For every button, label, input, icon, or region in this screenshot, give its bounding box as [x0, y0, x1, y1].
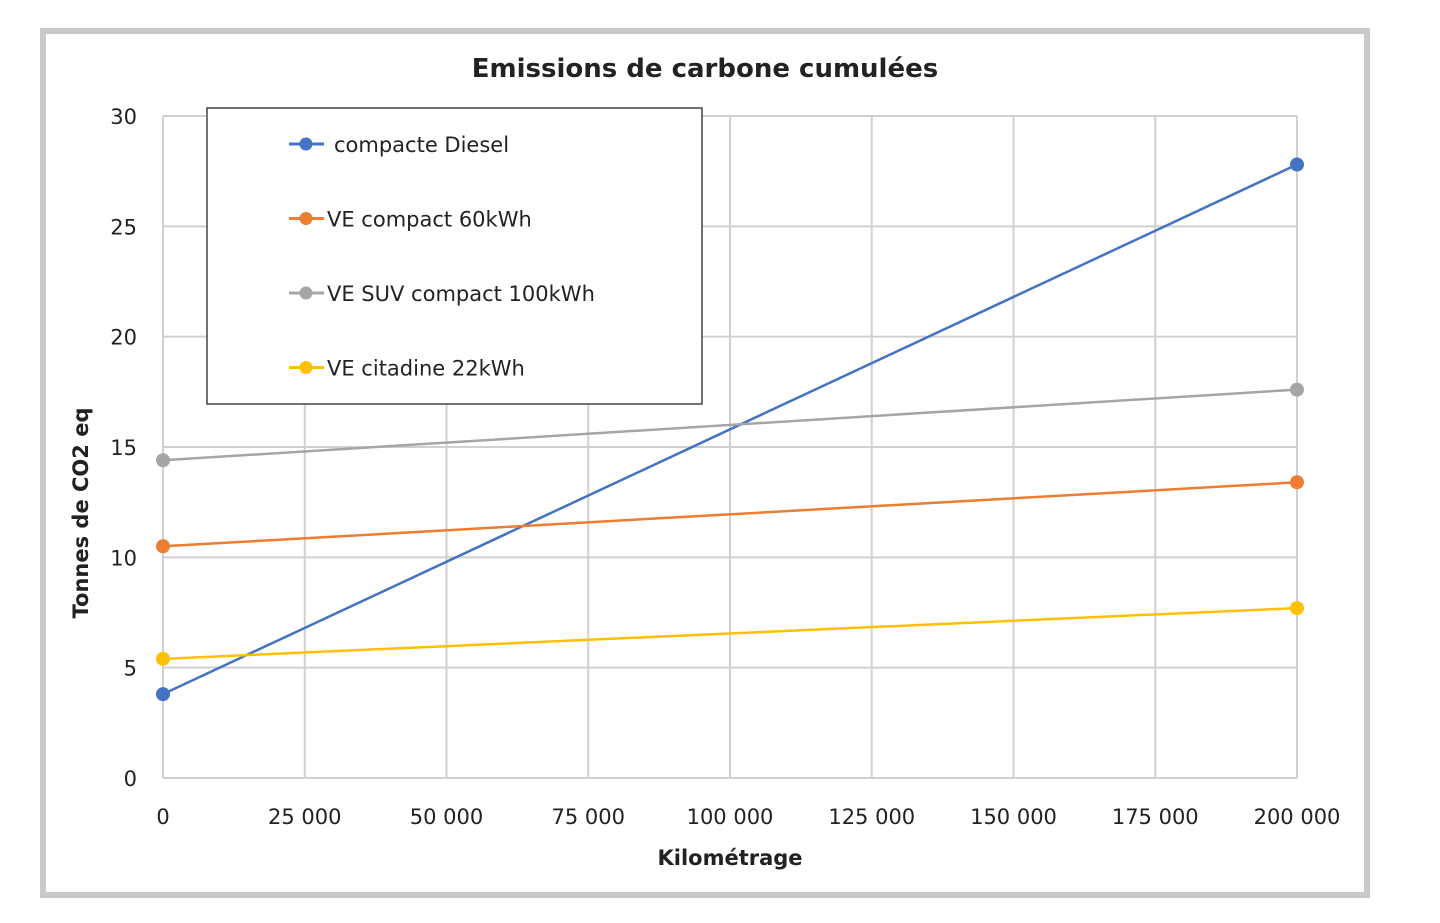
- x-tick-label: 25 000: [268, 805, 341, 829]
- legend-item: compacte Diesel: [289, 133, 509, 157]
- x-tick-label: 175 000: [1112, 805, 1199, 829]
- series-line: [162, 388, 1298, 462]
- y-axis-label: Tonnes de CO2 eq: [69, 408, 93, 619]
- x-tick-label: 150 000: [970, 805, 1057, 829]
- legend-label: VE compact 60kWh: [327, 208, 532, 232]
- y-tick-label: 10: [110, 546, 137, 570]
- y-tick-label: 0: [124, 767, 137, 791]
- series-line: [162, 606, 1298, 661]
- data-point: [156, 651, 170, 666]
- series-line: [162, 481, 1298, 548]
- y-tick-label: 15: [110, 436, 137, 460]
- y-tick-label: 25: [110, 215, 137, 239]
- legend-item: VE citadine 22kWh: [289, 357, 525, 381]
- series-1: [156, 475, 1304, 554]
- legend-label: VE SUV compact 100kWh: [327, 282, 595, 306]
- y-tick-label: 30: [110, 105, 137, 129]
- x-tick-label: 125 000: [828, 805, 915, 829]
- data-point: [156, 539, 170, 554]
- legend-marker-icon: [299, 361, 313, 374]
- data-point: [156, 453, 170, 468]
- series-line: [162, 163, 1298, 696]
- legend-item: VE SUV compact 100kWh: [289, 282, 595, 306]
- x-tick-label: 200 000: [1254, 805, 1341, 829]
- data-point: [1290, 475, 1304, 490]
- y-tick-label: 5: [124, 657, 137, 681]
- series-2: [156, 382, 1304, 468]
- series-0: [156, 157, 1304, 702]
- x-tick-label: 50 000: [410, 805, 483, 829]
- y-tick-label: 20: [110, 326, 137, 350]
- data-point: [1290, 601, 1304, 616]
- legend-marker-icon: [299, 212, 313, 225]
- legend-item: VE compact 60kWh: [289, 208, 532, 232]
- x-tick-label: 75 000: [552, 805, 625, 829]
- legend-marker-icon: [299, 286, 313, 300]
- legend-marker-icon: [299, 137, 313, 151]
- legend-label: VE citadine 22kWh: [327, 357, 525, 381]
- legend: compacte Diesel VE compact 60kWh VE SUV co…: [206, 107, 703, 405]
- x-tick-label: 0: [156, 805, 169, 829]
- data-point: [1290, 157, 1304, 172]
- series-3: [156, 601, 1304, 666]
- series-group: [156, 157, 1304, 702]
- chart-title: Emissions de carbone cumulées: [472, 54, 938, 84]
- data-point: [1290, 382, 1304, 397]
- data-point: [156, 687, 170, 702]
- x-tick-label: 100 000: [687, 805, 774, 829]
- legend-box: [206, 107, 703, 405]
- legend-label: compacte Diesel: [334, 133, 509, 157]
- tick-labels: 0 25 000 50 000 75 000 100 000 125 000 150 000…: [110, 105, 1340, 829]
- x-axis-label: Kilométrage: [657, 846, 802, 870]
